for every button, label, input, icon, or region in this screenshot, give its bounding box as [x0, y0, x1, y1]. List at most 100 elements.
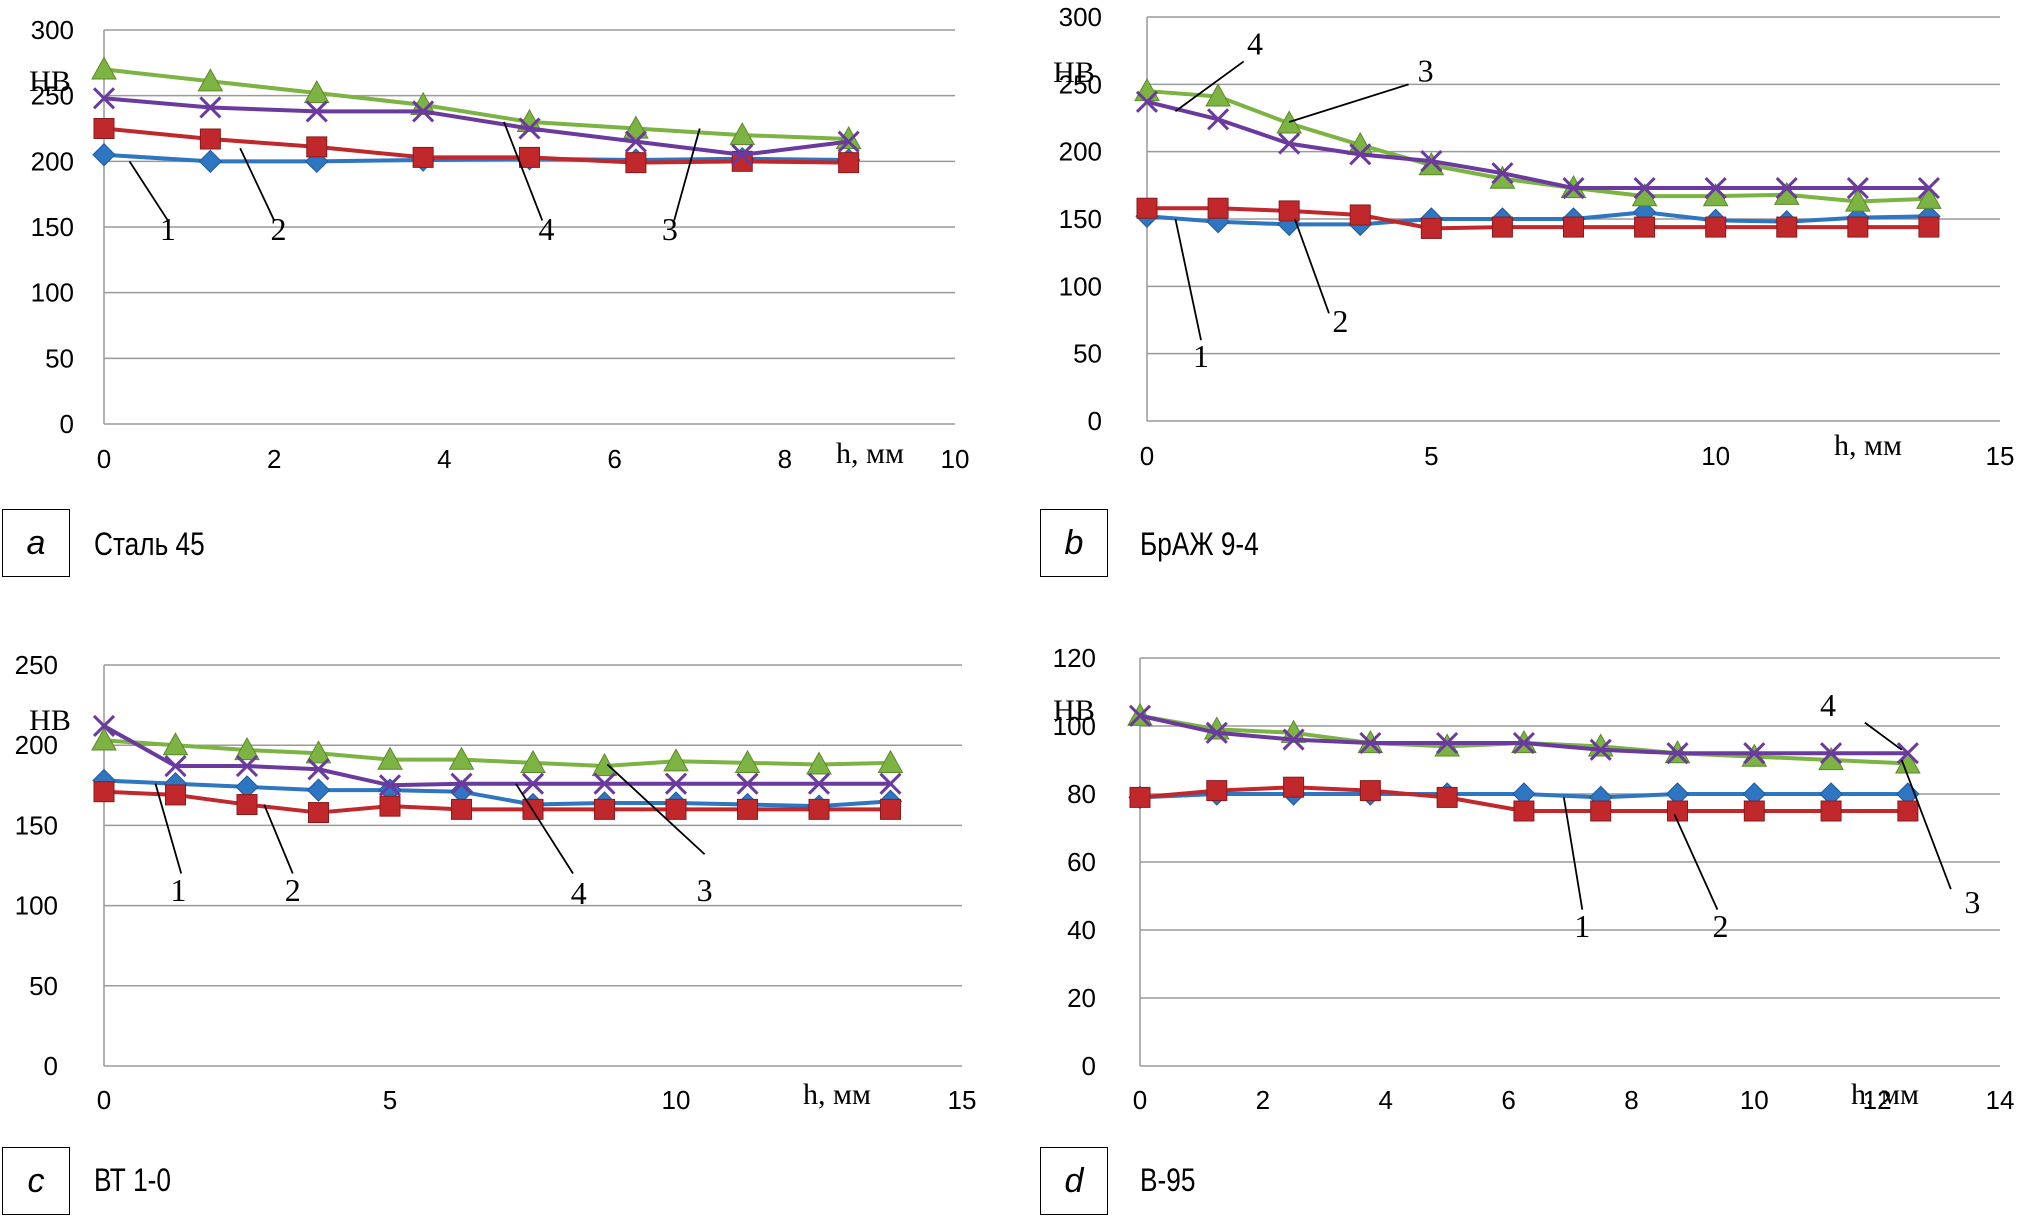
point-b-4-9: [1775, 176, 1798, 200]
series-line-c-1: [103, 778, 891, 809]
point-c-3-11: [877, 749, 904, 773]
point-b-4-5: [1491, 162, 1514, 185]
panel-c-letter: c: [27, 1161, 45, 1200]
panel-b-letter: b: [1064, 523, 1084, 562]
point-b-2-10: [1847, 216, 1869, 238]
series-label-b-2: 2: [1332, 303, 1348, 339]
point-a-3-6: [729, 122, 756, 146]
point-b-2-5: [1491, 216, 1513, 238]
xtick-label-a-0: 0: [97, 444, 111, 474]
series-label-b-1: 1: [1193, 338, 1209, 374]
point-c-4-6: [521, 772, 545, 795]
leader-line-d-4: [1864, 721, 1903, 751]
series-c-3: [91, 727, 904, 777]
series-label-b-4: 4: [1247, 26, 1263, 62]
ytick-label-d-3: 60: [1067, 847, 1096, 877]
series-label-a-3: 3: [662, 211, 678, 247]
series-line-c-4: [103, 724, 891, 788]
series-d-2: [1129, 776, 1919, 822]
point-b-4-10: [1846, 176, 1869, 200]
point-c-2-0: [93, 781, 115, 803]
xtick-label-c-2: 10: [662, 1085, 691, 1115]
point-c-2-5: [451, 798, 472, 820]
point-a-2-4: [519, 146, 540, 168]
point-c-3-9: [734, 749, 761, 773]
ytick-label-a-3: 150: [31, 212, 74, 242]
point-a-2-0: [93, 118, 115, 139]
ytick-label-c-4: 200: [15, 730, 58, 760]
point-c-3-7: [591, 753, 618, 777]
series-line-b-2: [1147, 206, 1929, 231]
ytick-label-c-0: 0: [44, 1051, 58, 1081]
point-a-3-5: [623, 115, 649, 139]
xtick-label-d-1: 2: [1256, 1085, 1270, 1115]
series-c-2: [93, 781, 901, 824]
ytick-label-c-5: 250: [15, 650, 58, 680]
leader-line-c-2: [263, 804, 294, 874]
ylabel-a: НВ: [29, 65, 71, 98]
xtick-label-d-5: 10: [1740, 1085, 1769, 1115]
ytick-label-d-4: 80: [1067, 779, 1096, 809]
point-b-4-1: [1207, 108, 1230, 131]
xlabel-b: h, мм: [1834, 429, 1902, 462]
series-label-d-3: 3: [1964, 884, 1980, 920]
series-label-c-3: 3: [697, 872, 713, 908]
point-a-2-5: [625, 152, 647, 174]
ytick-label-d-2: 40: [1067, 915, 1096, 945]
point-b-2-2: [1278, 200, 1300, 222]
point-c-4-10: [807, 772, 831, 795]
point-a-4-4: [518, 117, 541, 140]
point-b-4-0: [1135, 90, 1159, 113]
leader-line-c-4: [515, 783, 574, 875]
xtick-label-a-3: 6: [607, 444, 621, 474]
series-d-3: [1127, 702, 1921, 774]
xtick-label-c-0: 0: [97, 1085, 111, 1115]
ylabel-b: НВ: [1053, 56, 1095, 89]
xlabel-a: h, мм: [836, 437, 904, 470]
panel-b-letter-box: b: [1040, 509, 1108, 577]
point-a-3-0: [91, 56, 117, 80]
point-d-2-3: [1359, 780, 1381, 802]
point-d-4-2: [1282, 728, 1305, 751]
point-a-3-2: [303, 80, 330, 104]
point-c-3-8: [663, 748, 689, 772]
point-c-3-1: [162, 732, 189, 756]
point-b-2-7: [1634, 216, 1656, 238]
point-a-1-1: [198, 149, 223, 174]
series-c-4: [92, 714, 902, 797]
point-b-3-10: [1844, 188, 1871, 212]
point-c-2-8: [665, 798, 687, 820]
leader-line-a-1: [128, 160, 169, 221]
point-d-2-0: [1129, 786, 1151, 808]
series-b-2: [1136, 197, 1940, 239]
leader-line-d-2: [1673, 814, 1719, 910]
ytick-label-c-2: 100: [15, 891, 58, 921]
series-line-b-1: [1146, 210, 1929, 227]
point-c-3-2: [234, 736, 260, 761]
series-b-4: [1135, 90, 1940, 200]
point-b-4-3: [1349, 143, 1372, 166]
point-d-2-7: [1667, 800, 1688, 822]
series-label-c-4: 4: [571, 875, 587, 911]
point-d-2-6: [1590, 800, 1612, 822]
point-b-4-7: [1633, 176, 1656, 200]
series-label-a-1: 1: [160, 211, 176, 247]
series-line-a-4: [103, 96, 849, 157]
point-c-3-6: [520, 749, 546, 773]
xtick-label-a-5: 10: [941, 444, 970, 474]
series-label-d-4: 4: [1820, 687, 1836, 723]
chart-panel-b: 0 50 100 150 200 250 300 0 5 10 15 НВ h, мм 4 3 1 2: [1053, 2, 2014, 471]
series-line-c-3: [103, 738, 891, 769]
point-d-4-10: [1896, 742, 1919, 765]
xtick-label-b-1: 5: [1424, 441, 1438, 471]
point-d-2-8: [1743, 800, 1765, 822]
point-b-4-8: [1704, 176, 1727, 200]
point-a-4-0: [92, 87, 116, 110]
xtick-label-d-3: 6: [1501, 1085, 1515, 1115]
series-label-c-1: 1: [170, 872, 186, 908]
point-c-2-3: [308, 802, 329, 824]
xlabel-d: h, мм: [1851, 1078, 1919, 1111]
xtick-label-c-1: 5: [383, 1085, 397, 1115]
ytick-label-a-5: 250: [31, 81, 74, 111]
series-b-3: [1134, 78, 1942, 212]
